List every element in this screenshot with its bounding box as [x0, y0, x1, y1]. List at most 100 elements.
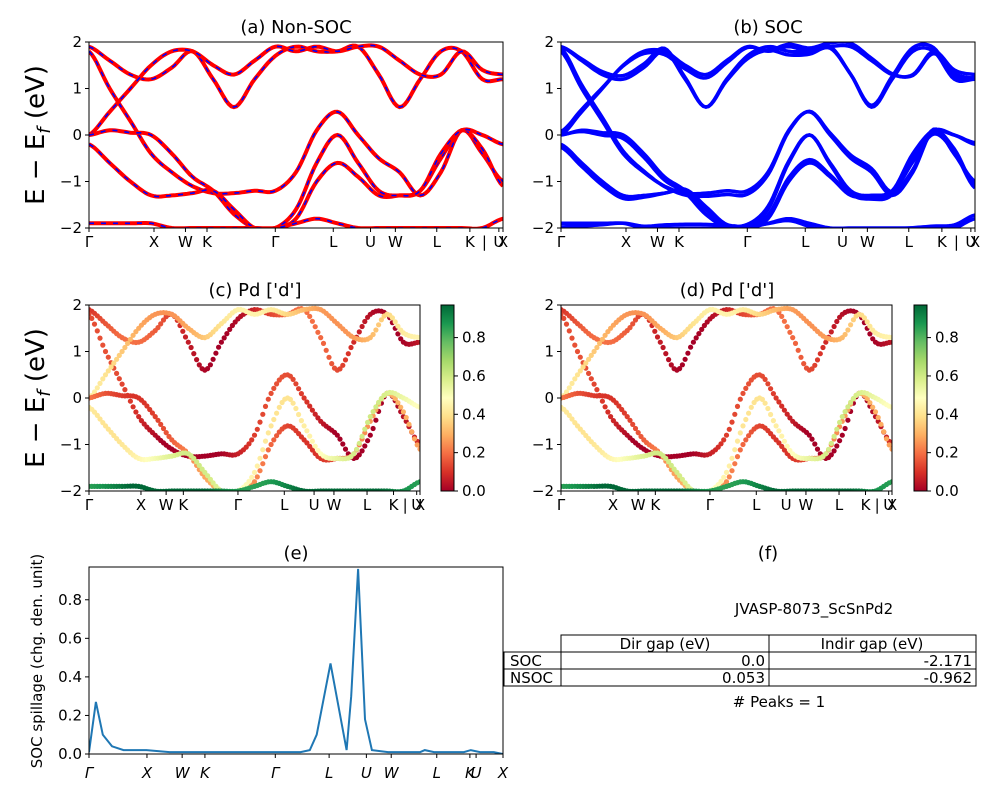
projected-point	[293, 405, 299, 412]
projected-point	[563, 321, 570, 327]
c-ytick-label: −1	[60, 436, 82, 454]
projected-point	[809, 436, 815, 442]
projected-point	[586, 356, 592, 362]
b-xtick-label: W	[860, 233, 875, 251]
projected-point	[210, 356, 216, 362]
projected-point	[823, 339, 829, 345]
a-xtick-label: K	[465, 233, 476, 251]
projected-point	[848, 322, 854, 328]
projected-point	[296, 411, 302, 418]
projected-point	[826, 446, 832, 452]
projected-point	[296, 386, 302, 392]
a-xtick-label: X	[149, 233, 159, 251]
projected-point	[784, 324, 790, 330]
projected-point	[599, 336, 606, 342]
projected-point	[588, 352, 594, 358]
a-xtick-label: U	[365, 233, 376, 251]
projected-point	[682, 356, 688, 362]
projected-point	[287, 396, 293, 402]
c-ytick-label: 1	[72, 343, 82, 361]
projected-point	[630, 321, 636, 327]
e-xtick-label: X	[141, 764, 153, 782]
projected-point	[679, 476, 686, 482]
projected-point	[779, 433, 785, 439]
projected-point	[660, 344, 666, 351]
projected-point	[748, 404, 754, 410]
projected-point	[105, 368, 111, 374]
projected-point	[356, 452, 362, 458]
projected-point	[116, 376, 122, 382]
projected-point	[309, 447, 315, 453]
projected-point	[867, 323, 873, 329]
projected-point	[732, 447, 738, 453]
projected-point	[342, 446, 349, 452]
c-xtick-label: W	[159, 496, 174, 514]
soc-band-line	[561, 43, 975, 137]
projected-point	[770, 391, 777, 397]
b-ytick-label: −2	[532, 219, 554, 237]
projected-point	[100, 376, 106, 382]
projected-point	[668, 462, 674, 468]
nonsoc-band-line	[89, 128, 503, 228]
projected-point	[136, 414, 142, 420]
projected-point	[260, 411, 266, 417]
projected-point	[726, 463, 732, 469]
projected-point	[861, 315, 868, 321]
projected-point	[342, 357, 349, 363]
projected-point	[414, 442, 420, 448]
projected-point	[831, 433, 837, 439]
nonsoc-band-dash	[89, 129, 503, 228]
c-xtick-label: U	[309, 496, 320, 514]
projected-point	[257, 455, 263, 461]
projected-point	[781, 407, 788, 413]
projected-point	[837, 419, 843, 425]
projected-point	[657, 339, 663, 345]
projected-point	[229, 322, 235, 329]
projected-point	[417, 334, 420, 341]
d-ytick-label: 2	[544, 296, 554, 314]
projected-point	[194, 357, 200, 363]
projected-point	[621, 410, 628, 416]
projected-point	[94, 385, 100, 391]
panel-c-title: (c) Pd ['d']	[208, 280, 301, 301]
projected-point	[773, 423, 779, 429]
projected-point	[398, 404, 404, 410]
c-xtick-label: X	[415, 496, 425, 514]
projected-point	[842, 331, 848, 338]
e-xtick-label: Γ	[271, 764, 281, 782]
projected-point	[864, 319, 870, 325]
d-xtick-label: W	[631, 496, 646, 514]
projected-point	[688, 344, 694, 350]
projected-point	[718, 478, 724, 484]
projected-point	[729, 419, 735, 425]
projected-point	[246, 478, 252, 484]
projected-point	[268, 441, 274, 448]
projected-point	[574, 348, 581, 355]
projected-point	[144, 403, 150, 409]
projected-point	[389, 315, 395, 321]
projected-point	[746, 410, 752, 416]
soc-band-line	[561, 213, 975, 228]
projected-point	[205, 366, 211, 372]
d-xtick-label: K	[650, 496, 661, 514]
projected-point	[100, 342, 106, 348]
d-colorbar-label: 0.4	[935, 405, 959, 423]
projected-point	[395, 400, 401, 406]
projected-point	[356, 440, 362, 446]
projected-point	[726, 474, 732, 480]
projected-point	[262, 454, 269, 460]
projected-point	[602, 332, 608, 338]
projected-point	[563, 389, 570, 395]
projected-point	[91, 389, 98, 395]
projected-point	[795, 347, 801, 353]
projected-point	[224, 331, 230, 337]
d-xtick-label: L	[752, 496, 761, 514]
projected-point	[362, 430, 368, 436]
c-colorbar-gradient	[440, 304, 455, 492]
projected-point	[781, 447, 788, 453]
b-frame	[560, 41, 976, 229]
projected-point	[867, 331, 873, 337]
c-xtick-label: Γ	[85, 496, 94, 514]
